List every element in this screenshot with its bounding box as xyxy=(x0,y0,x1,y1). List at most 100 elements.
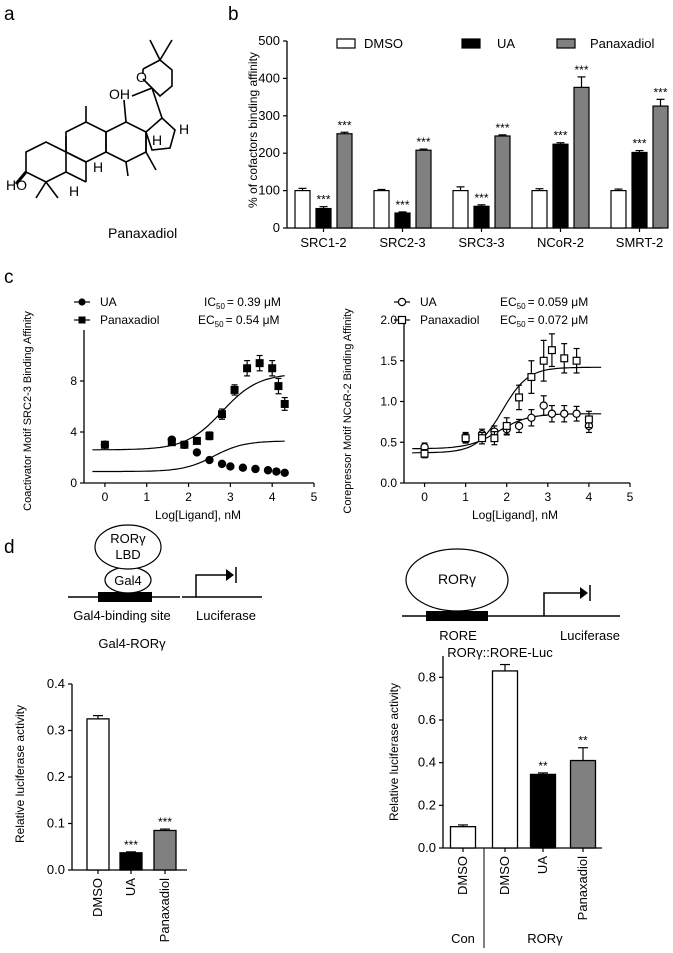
significance-mark: *** xyxy=(495,121,509,135)
fit-curve-ua xyxy=(92,440,285,473)
bar-dmso-smrt-2 xyxy=(610,190,627,229)
legend-label-panaxadiol: Panaxadiol xyxy=(590,36,654,51)
data-point-panaxadiol xyxy=(539,356,548,365)
y-tick-label: 300 xyxy=(258,108,280,123)
y-tick-label: 0.2 xyxy=(47,769,65,784)
data-point-ua xyxy=(272,467,281,476)
x-tick-label-ua: UA xyxy=(535,856,550,874)
promoter-arrow xyxy=(182,574,226,598)
data-point-panaxadiol xyxy=(490,434,499,443)
x-tick-label: 5 xyxy=(627,490,634,504)
x-tick-label-ncor-2: NCoR-2 xyxy=(537,235,584,250)
data-point-panaxadiol xyxy=(268,364,277,373)
fit-curve-panaxadiol xyxy=(92,375,285,451)
legend-label-panaxadiol: Panaxadiol xyxy=(420,313,479,327)
data-point-panaxadiol xyxy=(515,393,524,402)
x-tick-label-dmso: DMSO xyxy=(90,878,105,917)
y-tick-label: 0.8 xyxy=(418,669,436,684)
data-point-ua xyxy=(527,413,536,422)
panel-c-right-chart: 0.0 0.5 1.0 1.5 2.0 0 1 2 3 4 5 xyxy=(380,313,633,504)
atom-label-h3: H xyxy=(93,159,103,175)
ror-lbd-label-1: RORγ xyxy=(110,531,146,546)
panel-b-legend: DMSO UA Panaxadiol xyxy=(336,36,654,51)
panel-b-ylabel: % of cofactors binding affinity xyxy=(246,52,260,208)
y-tick-label: 0 xyxy=(70,476,77,490)
y-tick-label: 0.6 xyxy=(418,712,436,727)
group-label-con: Con xyxy=(451,931,475,946)
panel-d-left-title: Gal4-RORγ xyxy=(98,636,166,651)
data-point-ua xyxy=(226,462,235,471)
legend-label-dmso: DMSO xyxy=(364,36,403,51)
legend-label-panaxadiol: Panaxadiol xyxy=(100,313,159,327)
y-tick-label: 2.0 xyxy=(380,313,397,327)
panel-label-a: a xyxy=(4,4,15,25)
data-point-panaxadiol xyxy=(180,440,189,449)
atom-label-o: O xyxy=(136,69,147,85)
legend-label-ua: UA xyxy=(497,36,515,51)
x-tick-label-smrt-2: SMRT-2 xyxy=(616,235,663,250)
x-tick-label: 0 xyxy=(421,490,428,504)
significance-mark: *** xyxy=(474,191,488,205)
data-point-ua xyxy=(217,459,227,469)
data-point-panaxadiol xyxy=(280,399,289,408)
data-point-ua xyxy=(263,466,273,475)
x-tick-label-ua: UA xyxy=(123,878,138,896)
ic50-value: = 0.39 μM xyxy=(227,295,281,309)
data-point-panaxadiol xyxy=(547,346,556,355)
significance-mark: *** xyxy=(158,815,172,829)
bar-dmso xyxy=(86,718,110,871)
bar-ua-smrt-2 xyxy=(631,151,648,229)
panel-label-c: c xyxy=(4,267,14,288)
x-tick-label-dmso: DMSO xyxy=(497,856,512,895)
panel-c-right-ylabel: Corepressor Motif NCoR-2 Binding Affinit… xyxy=(342,308,354,514)
y-tick-label: 0.4 xyxy=(47,676,65,691)
legend-marker-panaxadiol xyxy=(397,315,407,325)
legend-swatch-dmso xyxy=(336,38,356,49)
x-tick-label: 4 xyxy=(269,490,276,504)
bar-dmso-src1-2 xyxy=(294,190,311,229)
x-tick-label: 2 xyxy=(503,490,510,504)
y-tick-label: 0.2 xyxy=(418,797,436,812)
bar-panaxadiol-src2-3 xyxy=(415,149,432,229)
bar-dmso xyxy=(449,826,477,849)
data-point-panaxadiol xyxy=(167,438,176,447)
gal4-site-label: Gal4-binding site xyxy=(73,608,171,623)
ec50-ua: EC50 = 0.059 μM xyxy=(500,295,588,311)
data-point-ua xyxy=(539,401,548,410)
ec50-value: = 0.54 μM xyxy=(226,313,280,327)
ror-lbd-ellipse xyxy=(94,524,162,570)
significance-mark: *** xyxy=(416,135,430,149)
pyran-o-bond-2 xyxy=(142,78,153,89)
ec50-panaxadiol: EC50 = 0.54 μM xyxy=(198,313,280,329)
y-tick-label: 8 xyxy=(70,374,77,388)
significance-mark: *** xyxy=(574,63,588,77)
data-point-ua xyxy=(192,448,202,457)
x-tick-label: 5 xyxy=(311,490,318,504)
ec50-label: EC xyxy=(198,313,215,327)
x-tick-label: 1 xyxy=(462,490,469,504)
bar-panaxadiol-src3-3 xyxy=(494,135,511,229)
data-point-panaxadiol xyxy=(255,359,264,368)
panel-c-left-ylabel: Coactivator Motif SRC2-3 Binding Affinit… xyxy=(22,311,34,511)
bar-dmso-ncor-2 xyxy=(531,190,548,229)
ror-lbd-label-2: LBD xyxy=(115,547,140,562)
legend-swatch-ua xyxy=(461,38,481,49)
ring-a xyxy=(25,141,67,183)
y-tick-label: 1.0 xyxy=(380,395,397,409)
arrow-head xyxy=(580,587,588,599)
bar-ua xyxy=(529,773,557,849)
data-point-ua xyxy=(572,409,581,418)
gem-methyl-a1 xyxy=(35,181,47,199)
fit-curve-panaxadiol xyxy=(412,366,602,454)
panel-label-b: b xyxy=(228,4,239,25)
angular-methyl-4 xyxy=(125,161,129,177)
ec50-sub: 50 xyxy=(517,302,526,311)
pyran-ring-bond xyxy=(142,59,173,98)
construct-label: RORγ::RORE-Luc xyxy=(447,645,553,660)
ec50-label: EC xyxy=(500,313,517,327)
bar-panaxadiol xyxy=(153,829,177,871)
ec50-sub: 50 xyxy=(517,320,526,329)
panel-c-left-legend: UA Panaxadiol IC50 = 0.39 μM EC50 = 0.54 μ… xyxy=(74,295,281,329)
x-tick-label: 1 xyxy=(143,490,150,504)
